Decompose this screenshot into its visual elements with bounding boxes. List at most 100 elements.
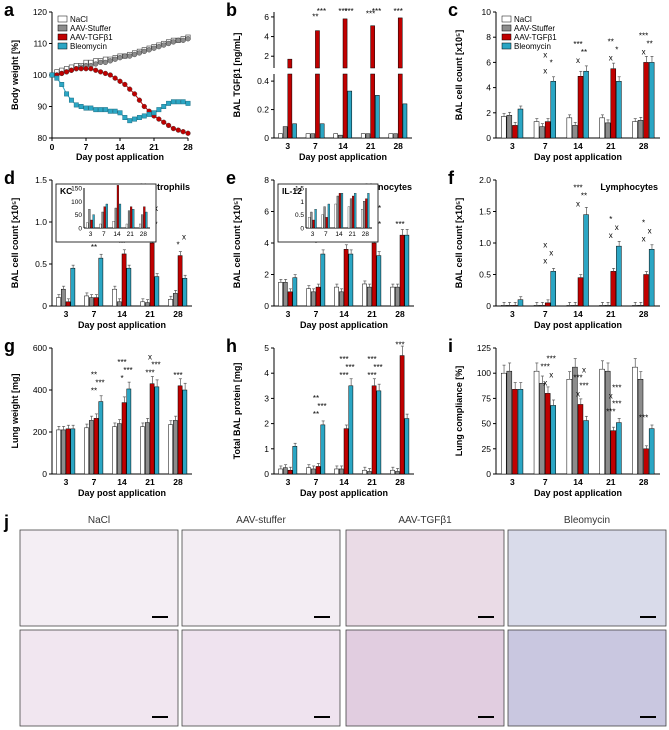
- bar-bleomycin: [376, 255, 382, 307]
- bar-nacl: [500, 305, 507, 307]
- x-axis-label: Day post application: [76, 152, 164, 162]
- inset-bar: [354, 193, 357, 229]
- bar-aavtgf: [643, 448, 649, 475]
- y-tick-label: 0.2: [257, 105, 269, 115]
- x-tick-label: 3: [510, 309, 515, 319]
- data-point: [107, 58, 113, 64]
- x-tick-label: 21: [367, 309, 377, 319]
- x-axis-label: Day post application: [534, 488, 622, 498]
- data-point: [63, 69, 70, 75]
- bar: [282, 126, 288, 139]
- x-tick-label: 28: [395, 309, 405, 319]
- y-tick-label: 0: [264, 301, 269, 311]
- x-tick-label: 14: [339, 309, 349, 319]
- x-tick-label: 28: [395, 477, 405, 487]
- inset-bar: [143, 206, 146, 229]
- panel-j: NaCl AAV-stuffer AAV-TGFβ1 Bleomycin: [19, 515, 667, 727]
- data-point: [93, 67, 99, 73]
- bar-nacl: [306, 467, 311, 475]
- y-axis-label: BAL cell count [x10⁵]: [10, 198, 20, 289]
- y-tick-label: 80: [38, 133, 48, 143]
- significance-mark: **: [581, 48, 587, 57]
- bar-bleomycin: [320, 253, 326, 307]
- x-tick-label: 0: [50, 142, 55, 152]
- y-tick-label: 0: [42, 469, 47, 479]
- bar-aavstuffer: [506, 115, 513, 139]
- x-axis-label: Day post application: [534, 152, 622, 162]
- y-tick-label: 6: [264, 12, 269, 22]
- bar-nacl: [390, 469, 395, 475]
- panel-letter-a: a: [4, 0, 15, 20]
- data-point: [136, 97, 143, 103]
- data-point: [127, 53, 133, 59]
- significance-mark: **: [312, 13, 318, 22]
- bar: [375, 95, 380, 139]
- bar-bleomycin: [517, 108, 524, 139]
- data-point: [127, 86, 133, 92]
- bar-aavtgf: [315, 286, 321, 307]
- significance-mark: ***: [317, 7, 326, 16]
- bar: [347, 90, 353, 139]
- inset-bar: [325, 217, 328, 229]
- bar-aavstuffer: [637, 120, 644, 139]
- x-axis-label: Day post application: [78, 320, 166, 330]
- x-tick-label: 14: [117, 309, 127, 319]
- x-tick-label: 3: [64, 309, 69, 319]
- y-tick-label: 100: [33, 70, 47, 80]
- bar-aavstuffer: [637, 305, 644, 307]
- significance-mark: ***: [145, 369, 154, 378]
- bar: [319, 123, 325, 139]
- panel-title: Lymphocytes: [600, 182, 658, 192]
- inset-bar: [99, 223, 102, 229]
- bar-nacl: [84, 295, 89, 307]
- inset-y-tick-label: 0.5: [295, 212, 304, 219]
- data-point: [68, 97, 74, 103]
- legend-swatch: [501, 24, 512, 32]
- bar-aavstuffer: [572, 125, 578, 139]
- bar-aavtgf: [371, 242, 377, 307]
- panel-letter-f: f: [448, 168, 455, 188]
- significance-mark: x: [576, 200, 580, 209]
- y-axis-label: Body weight [%]: [10, 40, 20, 110]
- inset-x-tick-label: 14: [335, 231, 343, 238]
- significance-mark: ***: [373, 363, 382, 372]
- bar-aavtgf: [544, 121, 551, 139]
- x-tick-label: 14: [115, 142, 125, 152]
- bar-nacl: [566, 117, 573, 139]
- bar-aavtgf: [512, 125, 518, 139]
- bar: [287, 73, 293, 139]
- bar-nacl: [533, 121, 540, 139]
- y-tick-label: 0: [264, 469, 269, 479]
- data-point: [175, 99, 181, 105]
- bar-nacl: [278, 468, 283, 475]
- bar-bleomycin: [348, 253, 354, 307]
- significance-mark: ***: [367, 355, 376, 364]
- bar: [315, 73, 320, 139]
- y-tick-label: 200: [33, 427, 47, 437]
- bar-bleomycin: [550, 405, 557, 475]
- bar-nacl: [599, 368, 605, 475]
- bar-bleomycin: [70, 428, 76, 475]
- bar-bleomycin: [182, 278, 188, 307]
- data-point: [73, 102, 79, 108]
- y-tick-label: 4: [264, 32, 269, 42]
- data-point: [117, 110, 123, 116]
- significance-mark: ***: [547, 354, 556, 363]
- y-tick-label: 0.4: [257, 76, 269, 86]
- y-tick-label: 0.5: [35, 259, 47, 269]
- bar-aavstuffer: [310, 468, 316, 475]
- bar-aavtgf: [610, 68, 617, 139]
- panel-letter-d: d: [4, 168, 15, 188]
- inset-y-tick-label: 50: [75, 212, 83, 219]
- data-point: [170, 99, 176, 105]
- data-point: [151, 45, 157, 51]
- significance-mark: x: [543, 66, 547, 75]
- bar-nacl: [56, 429, 61, 475]
- data-point: [180, 129, 186, 135]
- bar-nacl: [56, 297, 61, 307]
- x-tick-label: 7: [314, 477, 319, 487]
- bar-bleomycin: [292, 277, 298, 307]
- bar-aavstuffer: [637, 378, 644, 475]
- bar-upper: [287, 58, 293, 69]
- bar-aavstuffer: [572, 366, 578, 475]
